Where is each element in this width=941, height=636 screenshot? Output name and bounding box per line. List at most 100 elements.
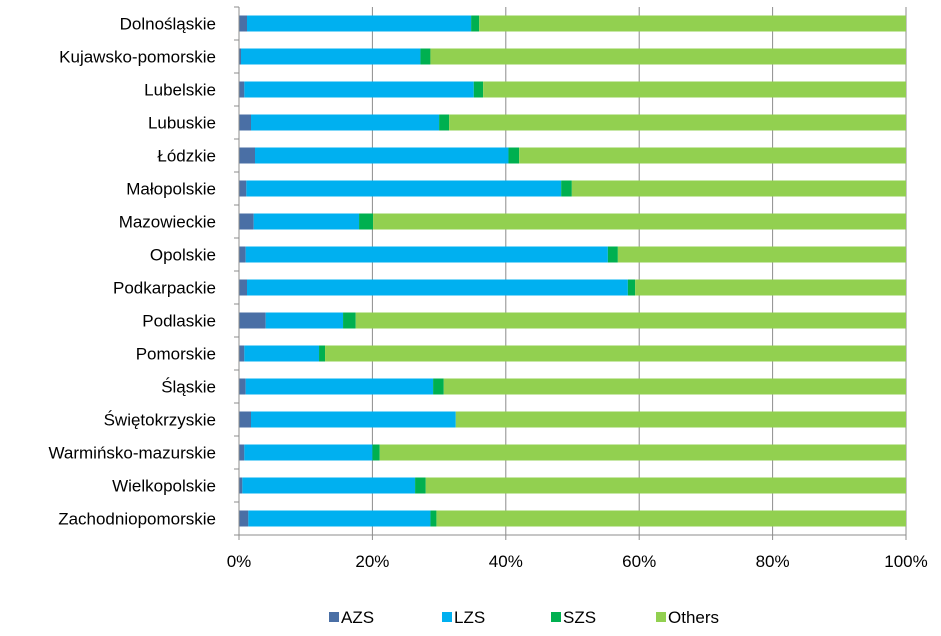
bar-others-13 [379, 444, 906, 461]
bar-lzs-3 [251, 114, 440, 131]
bar-azs-2 [239, 81, 245, 98]
category-label-14: Wielkopolskie [112, 477, 216, 496]
bar-others-4 [519, 147, 906, 164]
bar-azs-3 [239, 114, 252, 131]
bar-szs-2 [473, 81, 484, 98]
category-label-10: Pomorskie [136, 345, 216, 364]
bar-szs-9 [343, 312, 356, 329]
bar-azs-8 [239, 279, 248, 296]
legend-swatch-lzs [442, 612, 452, 622]
bars [239, 15, 907, 527]
legend-label-lzs: LZS [454, 608, 485, 627]
legend-swatch-others [656, 612, 666, 622]
bar-szs-0 [471, 15, 480, 32]
bar-lzs-13 [244, 444, 373, 461]
bar-others-1 [430, 48, 906, 65]
bar-azs-10 [239, 345, 245, 362]
x-tick-label-3: 60% [622, 552, 656, 571]
x-tick-label-2: 40% [489, 552, 523, 571]
category-label-5: Małopolskie [126, 180, 216, 199]
bar-lzs-14 [242, 477, 416, 494]
bar-lzs-0 [247, 15, 472, 32]
bar-lzs-7 [245, 246, 608, 263]
bar-lzs-5 [246, 180, 562, 197]
bar-azs-15 [239, 510, 249, 527]
category-label-12: Świętokrzyskie [104, 411, 216, 430]
category-label-15: Zachodniopomorskie [58, 510, 216, 529]
legend-label-others: Others [668, 608, 719, 627]
legend-label-szs: SZS [563, 608, 596, 627]
bar-azs-6 [239, 213, 254, 230]
legend-swatch-szs [551, 612, 561, 622]
bar-others-14 [425, 477, 906, 494]
bar-others-7 [617, 246, 906, 263]
bar-others-0 [479, 15, 906, 32]
bar-others-3 [449, 114, 906, 131]
bar-szs-15 [430, 510, 437, 527]
x-tick-label-4: 80% [756, 552, 790, 571]
bar-szs-3 [439, 114, 450, 131]
category-label-1: Kujawsko-pomorskie [59, 48, 216, 67]
bar-others-8 [635, 279, 906, 296]
legend-label-azs: AZS [341, 608, 374, 627]
category-label-2: Lubelskie [144, 81, 216, 100]
x-tick-label-5: 100% [884, 552, 927, 571]
bar-szs-6 [359, 213, 374, 230]
bar-azs-11 [239, 378, 246, 395]
bar-others-12 [455, 411, 906, 428]
bar-lzs-4 [255, 147, 509, 164]
category-label-9: Podlaskie [142, 312, 216, 331]
x-tick-label-1: 20% [355, 552, 389, 571]
bar-azs-13 [239, 444, 245, 461]
bar-szs-1 [420, 48, 431, 65]
bar-lzs-11 [245, 378, 434, 395]
bar-azs-14 [239, 477, 243, 494]
bar-szs-8 [627, 279, 636, 296]
axes [234, 6, 907, 540]
bar-azs-0 [239, 15, 248, 32]
x-tick-labels: 0% 20% 40% 60% 80% 100% [227, 552, 928, 571]
category-label-3: Lubuskie [148, 114, 216, 133]
bar-szs-5 [561, 180, 572, 197]
bar-szs-13 [372, 444, 380, 461]
x-tick-label-0: 0% [227, 552, 252, 571]
bar-lzs-15 [248, 510, 431, 527]
category-label-6: Mazowieckie [119, 213, 216, 232]
bar-lzs-12 [251, 411, 456, 428]
category-label-11: Śląskie [161, 378, 216, 397]
bar-azs-12 [239, 411, 252, 428]
category-label-4: Łódzkie [157, 147, 216, 166]
legend-swatch-azs [329, 612, 339, 622]
bar-lzs-6 [253, 213, 360, 230]
bar-azs-5 [239, 180, 247, 197]
bar-lzs-10 [244, 345, 320, 362]
bar-others-15 [436, 510, 906, 527]
category-labels: Dolnośląskie Kujawsko-pomorskie Lubelskie L… [48, 15, 216, 529]
bar-azs-4 [239, 147, 256, 164]
bar-szs-4 [508, 147, 520, 164]
bar-others-10 [325, 345, 907, 362]
bar-azs-1 [239, 48, 242, 65]
bar-lzs-2 [244, 81, 474, 98]
bar-others-11 [443, 378, 906, 395]
category-label-13: Warmińsko-mazurskie [48, 444, 216, 463]
bar-others-6 [373, 213, 906, 230]
bar-szs-7 [607, 246, 618, 263]
bar-azs-7 [239, 246, 246, 263]
bar-others-2 [483, 81, 906, 98]
category-label-8: Podkarpackie [113, 279, 216, 298]
bar-lzs-8 [247, 279, 628, 296]
bar-others-5 [571, 180, 906, 197]
bar-lzs-1 [241, 48, 421, 65]
category-label-7: Opolskie [150, 246, 216, 265]
bar-azs-9 [239, 312, 266, 329]
legend: AZS LZS SZS Others [329, 608, 719, 627]
bar-szs-10 [319, 345, 326, 362]
bar-others-9 [355, 312, 907, 329]
bar-szs-14 [415, 477, 426, 494]
bar-szs-11 [433, 378, 444, 395]
category-label-0: Dolnośląskie [120, 15, 216, 34]
bar-lzs-9 [265, 312, 344, 329]
